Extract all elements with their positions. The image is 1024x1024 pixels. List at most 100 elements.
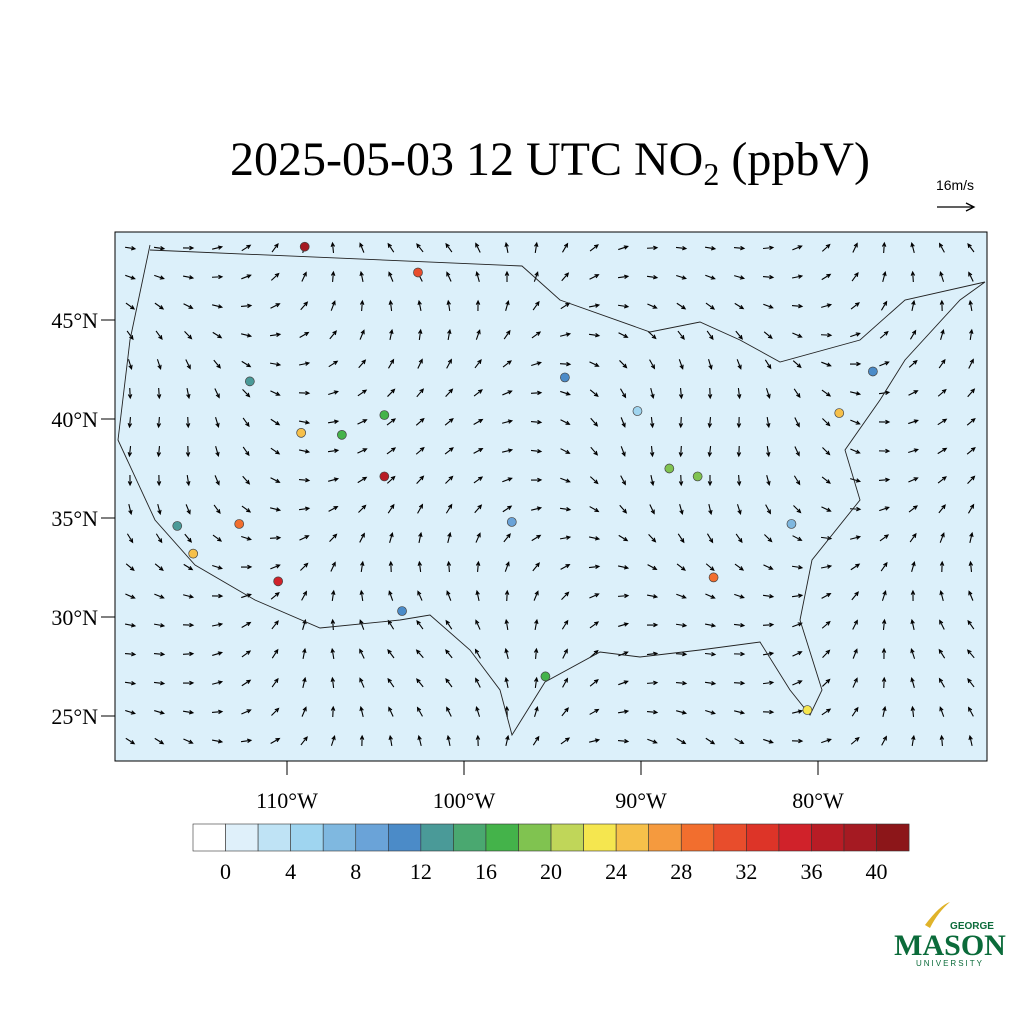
- wind-arrow: [359, 270, 364, 283]
- wind-arrow: [183, 303, 194, 309]
- wind-arrow: [561, 707, 569, 717]
- wind-arrow: [821, 476, 831, 484]
- wind-arrow: [705, 593, 716, 599]
- wind-arrow: [212, 304, 224, 309]
- wind-arrow: [504, 270, 510, 283]
- wind-arrow: [618, 245, 629, 251]
- wind-arrow: [300, 301, 309, 311]
- wind-arrow: [878, 448, 891, 454]
- wind-arrow: [127, 445, 133, 458]
- wind-arrow: [503, 533, 511, 543]
- wind-arrow: [617, 274, 630, 279]
- wind-arrow: [908, 477, 919, 483]
- wind-arrow: [475, 677, 481, 688]
- wind-arrow: [881, 618, 887, 631]
- colorbar-box: [257, 823, 291, 852]
- wind-arrow: [387, 503, 395, 514]
- wind-arrow: [182, 622, 195, 628]
- wind-arrow: [678, 474, 684, 487]
- wind-arrow: [388, 271, 394, 282]
- colorbar-box: [713, 823, 747, 852]
- wind-arrow: [734, 738, 745, 745]
- wind-arrow: [530, 477, 543, 483]
- wind-arrow: [504, 241, 509, 254]
- wind-arrow: [211, 593, 224, 599]
- wind-arrow: [588, 303, 601, 308]
- wind-arrow: [182, 275, 195, 280]
- wind-arrow: [241, 505, 252, 513]
- wind-arrow: [589, 361, 600, 367]
- wind-arrow: [417, 503, 424, 514]
- wind-arrow: [532, 735, 540, 746]
- wind-arrow: [618, 651, 629, 657]
- wind-arrow: [619, 504, 628, 514]
- wind-arrow: [302, 676, 307, 688]
- wind-arrow: [502, 419, 514, 424]
- wind-arrow: [154, 593, 165, 599]
- wind-arrow: [908, 505, 918, 513]
- wind-arrow: [475, 619, 481, 630]
- wind-arrow: [763, 564, 774, 570]
- wind-arrow: [649, 504, 655, 515]
- wind-arrow: [968, 299, 973, 312]
- wind-arrow: [762, 622, 775, 628]
- wind-arrow: [386, 418, 397, 426]
- wind-arrow: [792, 535, 803, 541]
- wind-arrow: [298, 420, 311, 425]
- wind-arrow: [330, 300, 336, 311]
- wind-arrow: [646, 709, 659, 715]
- lon-tick-label: 80°W: [792, 788, 844, 813]
- wind-arrow: [590, 446, 599, 456]
- wind-arrow: [589, 476, 599, 485]
- station: [632, 406, 643, 416]
- wind-arrow: [532, 300, 540, 311]
- wind-arrow: [358, 504, 367, 513]
- colorbar-box: [746, 823, 780, 852]
- wind-arrow: [154, 274, 165, 280]
- wind-arrow: [156, 445, 162, 458]
- wind-arrow: [879, 361, 890, 367]
- wind-arrow: [504, 589, 510, 602]
- wind-arrow: [328, 506, 339, 512]
- wind-arrow: [447, 328, 452, 341]
- wind-arrow: [444, 447, 454, 455]
- wind-arrow: [502, 505, 513, 513]
- wind-arrow: [792, 680, 803, 686]
- wind-arrow: [678, 359, 684, 370]
- wind-arrow: [475, 589, 480, 602]
- wind-arrow: [271, 707, 280, 716]
- station: [708, 572, 719, 583]
- wind-arrow: [765, 388, 771, 399]
- wind-arrow: [849, 506, 862, 512]
- wind-arrow: [211, 622, 224, 627]
- wind-arrow: [735, 533, 743, 544]
- wind-arrow: [298, 506, 311, 511]
- wind-arrow: [764, 534, 773, 543]
- wind-arrow: [850, 332, 861, 338]
- wind-arrow: [533, 647, 539, 660]
- wind-arrow: [620, 417, 626, 428]
- wind-arrow: [589, 389, 599, 398]
- wind-arrow: [125, 593, 136, 599]
- wind-arrow: [736, 416, 742, 429]
- station: [379, 410, 390, 420]
- wind-arrow: [968, 734, 973, 746]
- wind-arrow: [967, 388, 976, 398]
- wind-arrow: [590, 417, 599, 427]
- wind-arrow: [647, 331, 657, 340]
- wind-arrow: [417, 734, 422, 746]
- wind-arrow: [475, 706, 481, 717]
- colorbar-box: [192, 823, 226, 852]
- wind-arrow: [647, 303, 658, 309]
- wind-arrow: [269, 362, 282, 367]
- wind-arrow: [967, 619, 975, 630]
- wind-arrow: [474, 648, 481, 659]
- wind-arrow: [618, 534, 629, 542]
- wind-arrow: [821, 361, 832, 367]
- wind-arrow: [299, 535, 310, 541]
- wind-arrow: [793, 388, 801, 399]
- title-subscript: 2: [703, 156, 719, 192]
- lon-tick-label: 100°W: [433, 788, 496, 813]
- wind-arrow: [968, 706, 974, 717]
- wind-arrow: [386, 447, 397, 455]
